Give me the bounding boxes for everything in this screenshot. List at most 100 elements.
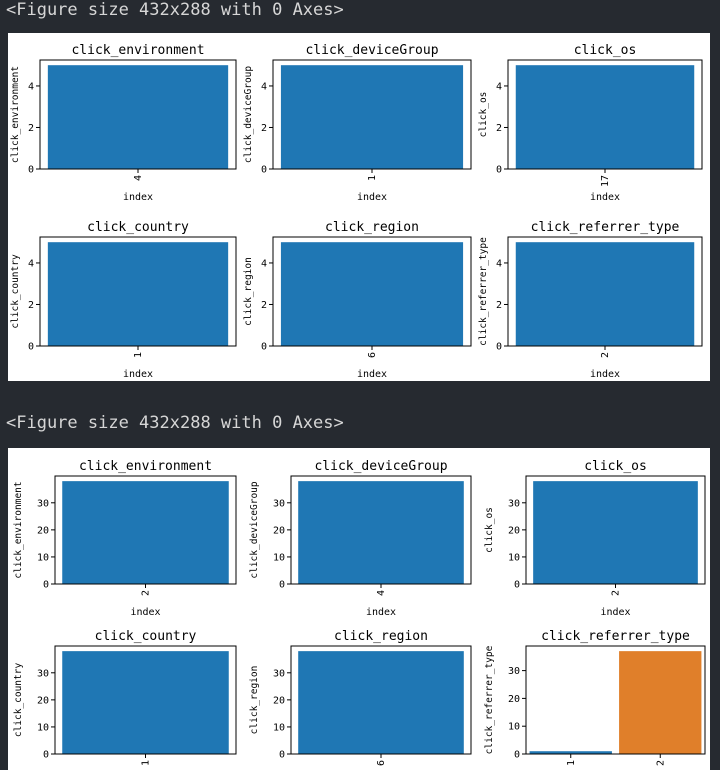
- y-tick-label: 2: [496, 300, 502, 311]
- figure-1-header: <Figure size 432x288 with 0 Axes>: [6, 0, 344, 20]
- x-tick-label: 6: [367, 352, 378, 358]
- y-tick-label: 10: [37, 552, 49, 563]
- x-tick-label: 6: [376, 760, 387, 766]
- y-tick-label: 30: [273, 668, 285, 679]
- subplot-click_environment: 20102030click_environmentindexclick_envi…: [13, 459, 237, 618]
- bar-1: [62, 651, 229, 754]
- y-axis-label: click_referrer_type: [484, 645, 495, 754]
- y-tick-label: 20: [37, 695, 49, 706]
- y-tick-label: 4: [496, 258, 502, 269]
- figure-2-panel: 2 0 10 20 30 click_environment index click_envi…: [8, 448, 710, 770]
- y-tick-label: 30: [508, 498, 520, 509]
- y-axis-label: click_deviceGroup: [249, 481, 260, 579]
- y-tick-label: 4: [28, 81, 34, 92]
- x-tick-label: 2: [600, 352, 611, 358]
- x-tick-label: 2: [655, 760, 666, 766]
- y-tick-label: 30: [508, 666, 520, 677]
- subplot-click_referrer_type: 1 20102030click_referrer_typeclick_referr…: [484, 629, 706, 766]
- y-tick-label: 0: [43, 580, 49, 591]
- y-tick-label: 30: [37, 668, 49, 679]
- y-tick-label: 4: [261, 258, 267, 269]
- bar-4: [298, 481, 464, 584]
- y-tick-label: 4: [496, 81, 502, 92]
- y-tick-label: 20: [37, 525, 49, 536]
- subplot-title: click_referrer_type: [531, 220, 680, 235]
- bar-2: [619, 651, 702, 754]
- y-tick-label: 20: [508, 694, 520, 705]
- subplot-click_region: 6 0 10 20 30 click_region click_region: [249, 629, 472, 766]
- bar-1: [529, 751, 612, 754]
- y-tick-label: 0: [261, 165, 267, 176]
- x-tick-label: 4: [376, 590, 387, 596]
- y-tick-label: 30: [37, 498, 49, 509]
- y-tick-label: 10: [273, 722, 285, 733]
- x-axis-label: index: [590, 369, 620, 380]
- y-tick-label: 10: [273, 552, 285, 563]
- y-tick-label: 4: [28, 258, 34, 269]
- x-axis-label: index: [590, 192, 620, 203]
- figure-2-svg: 20102030click_environmentindexclick_envi…: [13, 459, 706, 766]
- y-tick-label: 0: [514, 750, 520, 761]
- x-tick-label: 17: [600, 175, 611, 187]
- y-tick-label: 10: [508, 722, 520, 733]
- subplot-title: click_deviceGroup: [314, 459, 447, 474]
- x-tick-label: 1: [367, 175, 378, 181]
- y-axis-label: click_environment: [13, 481, 24, 578]
- y-axis-label: click_country: [13, 663, 24, 738]
- y-tick-label: 2: [261, 123, 267, 134]
- y-tick-label: 20: [508, 525, 520, 536]
- axes-frame: [272, 59, 472, 170]
- y-tick-label: 30: [273, 498, 285, 509]
- y-tick-label: 0: [514, 580, 520, 591]
- figure-1-panel: 4 0 2 4 click_environment index click_environm…: [8, 33, 710, 381]
- subplot-title: click_os: [584, 459, 647, 474]
- x-axis-label: index: [357, 369, 387, 380]
- y-axis-label: click_os: [484, 507, 495, 553]
- bar-6: [298, 651, 464, 754]
- subplot-title: click_country: [95, 629, 197, 644]
- y-tick-label: 0: [28, 342, 34, 353]
- y-tick-label: 4: [261, 81, 267, 92]
- subplot-title: click_country: [87, 220, 189, 235]
- y-axis-label: click_region: [249, 666, 260, 735]
- bar-2: [515, 242, 695, 346]
- y-tick-label: 2: [496, 123, 502, 134]
- bar-17: [515, 65, 695, 169]
- subplot-title: click_region: [325, 220, 419, 235]
- y-tick-label: 0: [496, 342, 502, 353]
- x-tick-label: 1: [141, 760, 152, 766]
- subplot-title: click_environment: [79, 459, 212, 474]
- axes-frame: [39, 59, 237, 170]
- y-tick-label: 20: [273, 695, 285, 706]
- x-tick-label: 2: [141, 590, 152, 596]
- y-tick-label: 0: [43, 750, 49, 761]
- x-axis-label: index: [357, 192, 387, 203]
- axes-frame: [507, 59, 703, 170]
- y-axis-label: click_environment: [10, 66, 21, 163]
- y-tick-label: 2: [28, 123, 34, 134]
- axes-frame: [39, 236, 237, 347]
- x-tick-label: 2: [611, 590, 622, 596]
- bar-2: [62, 481, 229, 584]
- bar-1: [47, 242, 229, 346]
- y-tick-label: 0: [496, 165, 502, 176]
- bar-4: [47, 65, 229, 169]
- x-tick-label: 4: [133, 175, 144, 181]
- x-axis-label: index: [123, 192, 153, 203]
- axes-frame: [525, 645, 706, 755]
- subplot-title: click_deviceGroup: [305, 43, 438, 58]
- bar-6: [280, 242, 464, 346]
- y-tick-label: 20: [273, 525, 285, 536]
- x-axis-label: index: [366, 607, 396, 618]
- axes-frame: [507, 236, 703, 347]
